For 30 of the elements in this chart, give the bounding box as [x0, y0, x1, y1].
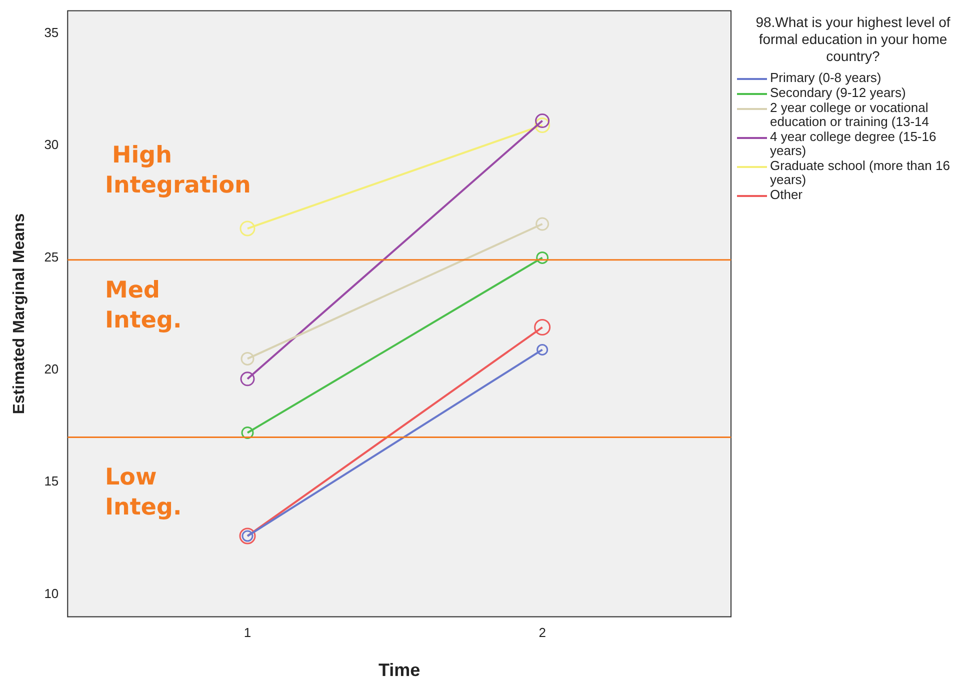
y-tick-label: 20 [44, 361, 59, 376]
annotation: Med Integ. [105, 277, 182, 334]
legend-label: 2 year college or vocational education or training (13-14 [770, 100, 930, 129]
point [241, 426, 254, 440]
legend-label: 4 year college degree (15-16 years) [770, 129, 938, 158]
point [536, 251, 549, 264]
legend-label: Other [770, 187, 803, 202]
y-tick-label: 15 [44, 474, 59, 489]
y-tick-label: 35 [44, 24, 59, 40]
legend-label: Primary (0-8 years) [770, 70, 882, 85]
legend-label: Secondary (9-12 years) [770, 85, 906, 100]
x-tick-label: 1 [244, 625, 252, 640]
point [536, 217, 550, 231]
y-tick-label: 10 [44, 586, 59, 601]
annotation: Low Integ. [105, 464, 182, 520]
point [536, 344, 548, 356]
point [535, 114, 550, 128]
y-tick-label: 25 [44, 249, 59, 264]
point [240, 220, 256, 236]
y-tick-label: 30 [44, 137, 59, 152]
point [240, 372, 255, 386]
point [534, 319, 551, 336]
point [240, 352, 254, 366]
y-axis-title: Estimated Marginal Means [11, 213, 28, 414]
legend-title: 98.What is your highest level of formal education in your home country? [754, 14, 952, 65]
x-tick-label: 2 [538, 625, 546, 640]
annotation: High Integration [105, 142, 251, 198]
x-axis-title: Time [378, 660, 420, 680]
point [534, 118, 550, 134]
legend-label: Graduate school (more than 16 years) [770, 158, 951, 187]
